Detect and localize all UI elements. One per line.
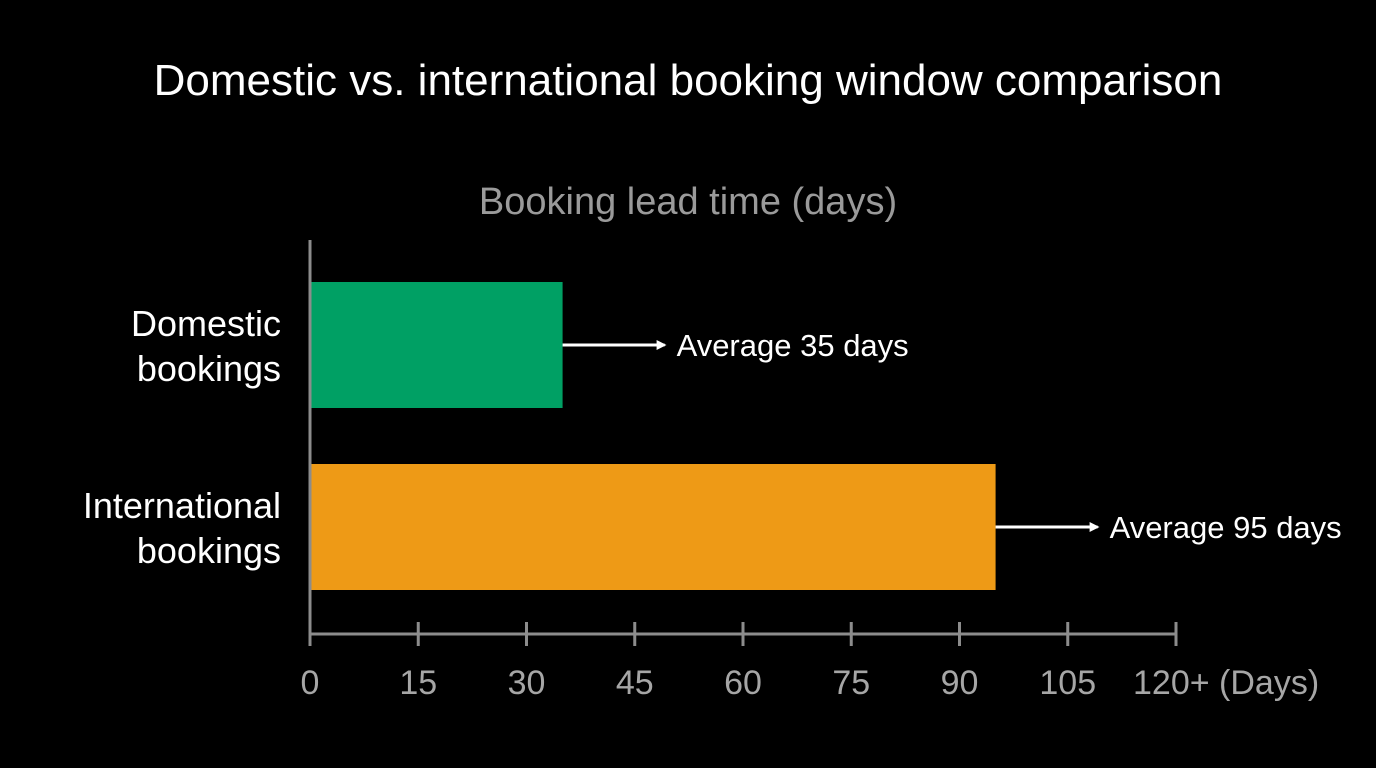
bar	[310, 282, 563, 408]
x-tick-label: 120+ (Days)	[1133, 664, 1319, 702]
x-tick-label: 60	[724, 664, 762, 702]
chart-title: Domestic vs. international booking windo…	[153, 56, 1223, 105]
chart-subtitle: Booking lead time (days)	[479, 181, 897, 223]
x-tick-label: 45	[616, 664, 654, 702]
x-tick-label: 75	[832, 664, 870, 702]
x-tick-label: 15	[399, 664, 437, 702]
plot-area: Domestic bookings Average 35 days Internati…	[83, 240, 1342, 702]
data-label: Average 95 days	[1110, 510, 1342, 545]
x-tick-label: 105	[1039, 664, 1096, 702]
bar	[310, 464, 996, 590]
x-tick-label: 90	[941, 664, 979, 702]
x-tick-label: 30	[508, 664, 546, 702]
x-tick-label: 0	[301, 664, 320, 702]
category-label: Domestic bookings	[131, 303, 281, 389]
data-label: Average 35 days	[677, 328, 909, 363]
category-label: International bookings	[83, 485, 281, 571]
